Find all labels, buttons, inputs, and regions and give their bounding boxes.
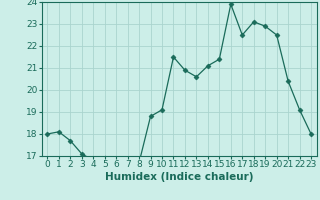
X-axis label: Humidex (Indice chaleur): Humidex (Indice chaleur)	[105, 172, 253, 182]
